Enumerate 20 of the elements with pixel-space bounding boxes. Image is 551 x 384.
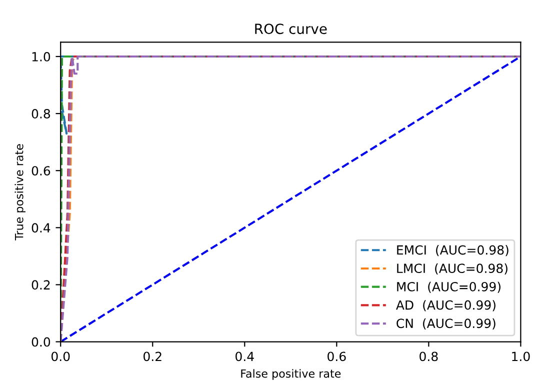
legend-label: CN (AUC=0.99) [396, 318, 496, 330]
x-tick-label: 0.6 [328, 352, 346, 362]
legend-label: MCI (AUC=0.99) [397, 282, 500, 293]
y-tick-label: 0.8 [32, 109, 50, 118]
x-tick-label: 0.8 [420, 352, 438, 362]
legend-label: EMCI (AUC=0.98) [397, 245, 508, 256]
x-tick-label: 0.2 [144, 352, 162, 362]
y-axis-title: True positive rate [14, 144, 26, 240]
chart-title: ROC curve [255, 24, 327, 34]
x-tick-label: 0.0 [51, 352, 70, 362]
x-tick-label: 0.4 [236, 352, 254, 362]
legend-label: LMCI (AUC=0.98) [397, 263, 508, 275]
y-tick-label: 0.0 [32, 337, 50, 347]
y-tick-label: 0.2 [32, 280, 50, 290]
y-tick-label: 1.0 [32, 52, 50, 62]
x-axis-title: False positive rate [241, 369, 341, 380]
y-tick-label: 0.4 [32, 223, 50, 233]
legend-label: AD (AUC=0.99) [396, 300, 496, 312]
x-tick-label: 1.0 [512, 352, 530, 362]
y-tick-label: 0.6 [32, 166, 50, 176]
